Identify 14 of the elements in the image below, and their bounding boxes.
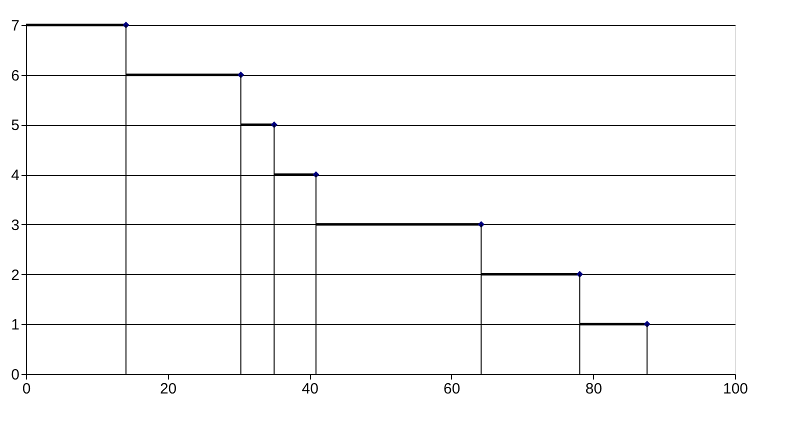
x-tick-label: 0 xyxy=(22,380,31,398)
y-tick-label: 0 xyxy=(11,366,20,384)
x-tick-label: 40 xyxy=(302,380,318,398)
y-tick-label: 7 xyxy=(11,18,20,34)
x-tick-label: 20 xyxy=(160,380,177,398)
x-tick-label: 100 xyxy=(722,380,748,398)
y-tick-label: 6 xyxy=(11,67,20,84)
y-tick-label: 1 xyxy=(11,316,20,334)
x-tick-label: 80 xyxy=(585,380,602,398)
x-tick-label: 60 xyxy=(444,380,460,398)
y-tick-label: 4 xyxy=(11,167,20,184)
y-tick-label: 5 xyxy=(11,117,20,134)
y-tick-label: 3 xyxy=(11,216,20,234)
y-tick-label: 2 xyxy=(11,266,20,284)
